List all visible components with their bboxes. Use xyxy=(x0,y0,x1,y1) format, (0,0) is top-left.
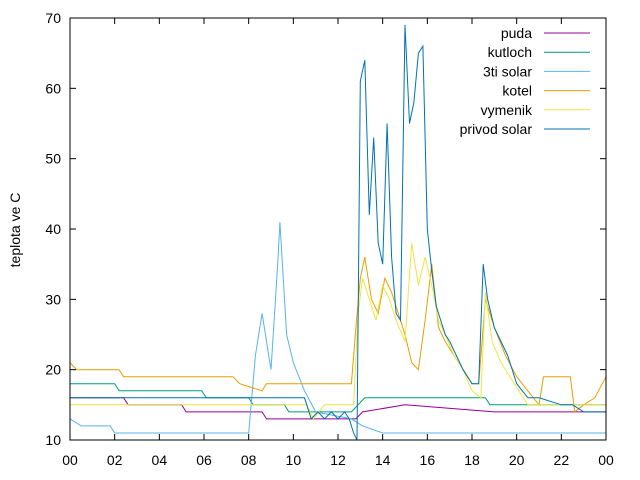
x-tick-label: 06 xyxy=(196,452,212,468)
x-tick-label: 00 xyxy=(598,452,614,468)
x-tick-label: 02 xyxy=(107,452,123,468)
x-tick-label: 16 xyxy=(420,452,436,468)
legend-label-kutloch: kutloch xyxy=(488,44,532,60)
y-tick-label: 30 xyxy=(45,291,61,307)
series-line-3ti-solar xyxy=(69,221,606,434)
y-tick-label: 20 xyxy=(45,362,61,378)
series-line-privod-solar xyxy=(70,24,606,441)
legend-label-vymenik: vymenik xyxy=(481,102,533,118)
series-line-kotel xyxy=(69,256,607,413)
legend-label-puda: puda xyxy=(501,25,532,41)
legend-label-privod-solar: privod solar xyxy=(460,121,533,137)
y-tick-label: 60 xyxy=(45,80,61,96)
x-tick-label: 12 xyxy=(330,452,346,468)
legend-label-3ti-solar: 3ti solar xyxy=(483,63,532,79)
x-tick-label: 22 xyxy=(554,452,570,468)
series-layer xyxy=(69,24,607,441)
x-tick-label: 08 xyxy=(241,452,257,468)
y-tick-label: 10 xyxy=(45,432,61,448)
x-tick-label: 10 xyxy=(286,452,302,468)
x-tick-label: 20 xyxy=(509,452,525,468)
y-tick-label: 70 xyxy=(45,10,61,26)
y-tick-label: 40 xyxy=(45,221,61,237)
axes-layer xyxy=(69,17,607,441)
y-tick-label: 50 xyxy=(45,151,61,167)
x-tick-label: 00 xyxy=(62,452,78,468)
y-axis-label: teplota ve C xyxy=(7,193,23,268)
legend: puda kutloch 3ti solar kotel vymenik privod s… xyxy=(460,25,590,137)
x-tick-label: 14 xyxy=(375,452,391,468)
legend-label-kotel: kotel xyxy=(502,83,532,99)
x-tick-label: 18 xyxy=(464,452,480,468)
series-line-vymenik xyxy=(70,243,606,420)
x-tick-label: 04 xyxy=(152,452,168,468)
